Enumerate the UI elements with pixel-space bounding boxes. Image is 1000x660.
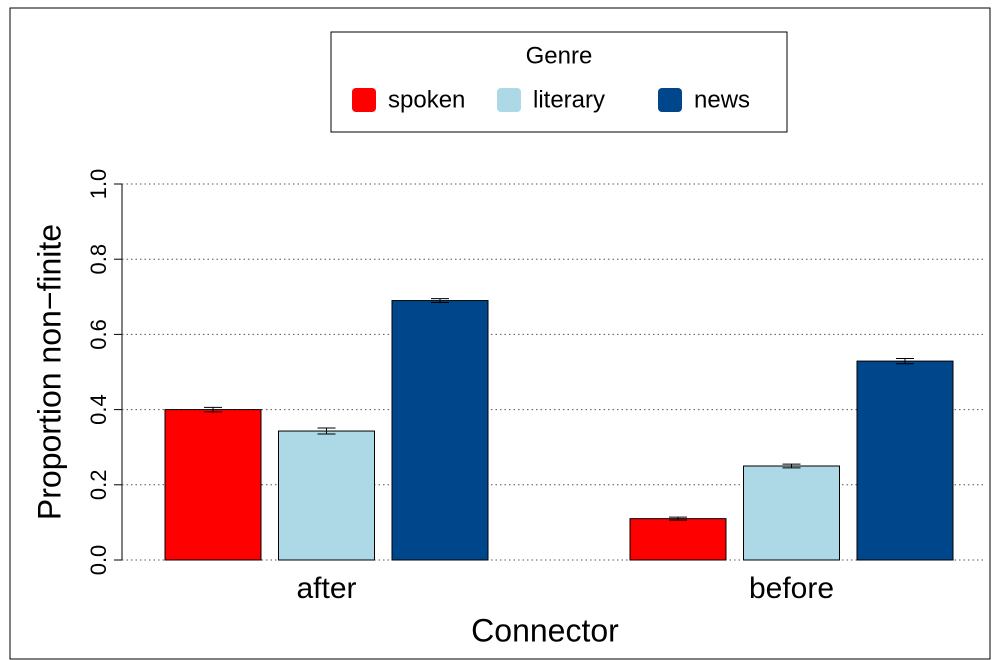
bar — [164, 409, 262, 561]
x-axis-title: Connector — [471, 612, 619, 648]
y-tick-label: 1.0 — [86, 169, 111, 200]
legend-swatch — [497, 88, 521, 112]
x-tick-label: before — [749, 572, 834, 605]
y-axis-title: Proportion non−finite — [31, 224, 67, 520]
frame — [9, 7, 991, 660]
bar — [856, 360, 954, 561]
error-bar — [782, 463, 801, 469]
legend-swatch — [352, 88, 376, 112]
error-bar — [204, 406, 222, 413]
legend-title: Genre — [526, 42, 593, 69]
y-tick-label: 0.0 — [86, 545, 111, 576]
y-tick-label: 0.8 — [86, 244, 111, 275]
error-bar — [896, 357, 914, 365]
error-bar — [669, 516, 687, 521]
bar — [391, 300, 489, 561]
error-bar — [317, 427, 336, 435]
legend-label: literary — [533, 86, 605, 113]
legend-label: news — [694, 86, 750, 113]
bar — [278, 430, 375, 561]
legend-box — [330, 31, 788, 133]
x-tick-label: after — [296, 572, 356, 605]
y-tick-label: 0.6 — [86, 319, 111, 350]
y-tick-label: 0.2 — [86, 470, 111, 501]
legend-swatch — [658, 88, 682, 112]
bar — [743, 465, 840, 561]
bar — [629, 518, 727, 561]
y-tick-label: 0.4 — [86, 394, 111, 425]
error-bar — [431, 298, 449, 303]
legend-label: spoken — [388, 86, 465, 113]
